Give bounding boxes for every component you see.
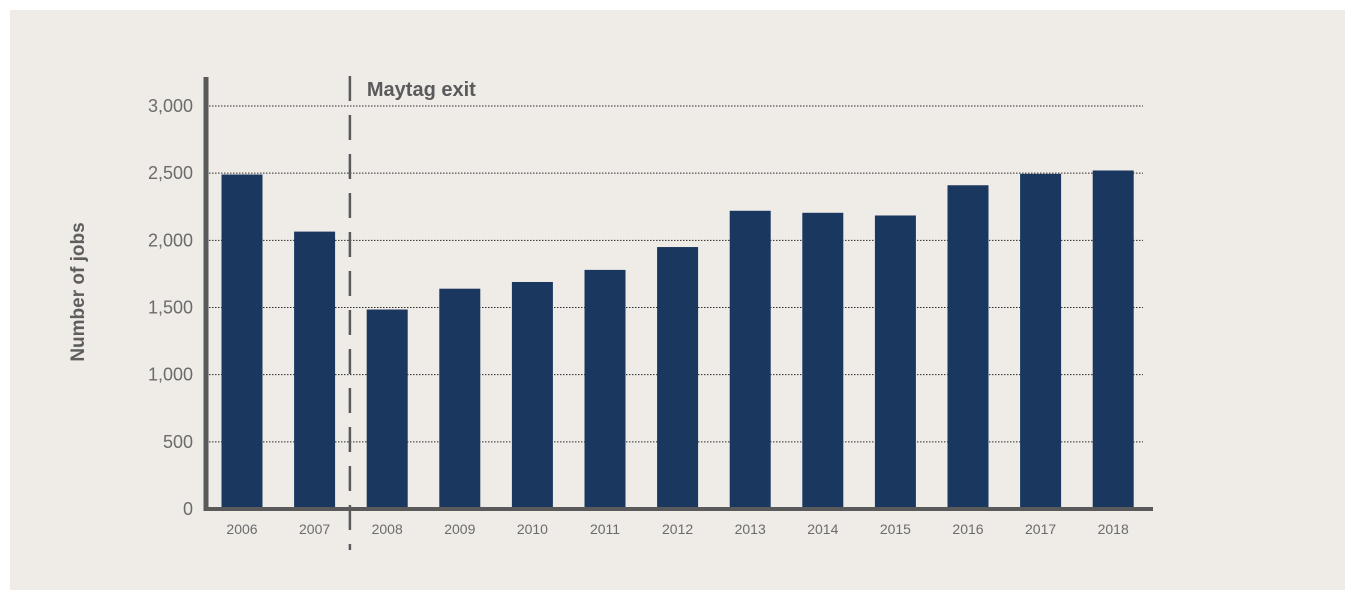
x-tick-label: 2011	[590, 521, 620, 537]
y-tick-label: 3,000	[148, 96, 193, 116]
bar-2016	[948, 185, 989, 509]
x-tick-label: 2017	[1025, 521, 1056, 537]
x-tick-label: 2007	[299, 521, 330, 537]
y-tick-label: 0	[183, 499, 193, 519]
x-tick-label: 2008	[372, 521, 403, 537]
maytag-exit-label: Maytag exit	[367, 79, 476, 101]
x-tick-label: 2012	[662, 521, 693, 537]
bar-2014	[802, 213, 843, 509]
x-tick-labels: 2006 2007 2008 2009 2010 2011 2012 2013 2014 2015…	[226, 521, 1129, 537]
x-tick-label: 2006	[226, 521, 257, 537]
y-tick-label: 1,000	[148, 365, 193, 385]
y-tick-label: 2,000	[148, 230, 193, 250]
bar-2011	[585, 270, 626, 509]
bar-2018	[1093, 170, 1134, 509]
bar-2009	[439, 289, 480, 509]
y-tick-labels: 0 500 1,000 1,500 2,000 2,500 3,000	[148, 96, 193, 519]
x-tick-label: 2014	[807, 521, 838, 537]
y-tick-label: 1,500	[148, 298, 193, 318]
bar-2012	[657, 247, 698, 509]
bar-2017	[1020, 174, 1061, 509]
y-tick-label: 500	[163, 432, 193, 452]
bar-2015	[875, 215, 916, 509]
x-tick-label: 2009	[444, 521, 475, 537]
x-tick-label: 2015	[880, 521, 911, 537]
bars	[222, 170, 1134, 509]
bar-2006	[222, 175, 263, 509]
y-axis-label: Number of jobs	[68, 222, 89, 361]
x-tick-label: 2018	[1098, 521, 1129, 537]
bar-2008	[367, 310, 408, 509]
bar-2007	[294, 232, 335, 509]
bar-2010	[512, 282, 553, 509]
x-tick-label: 2010	[517, 521, 548, 537]
y-tick-label: 2,500	[148, 163, 193, 183]
x-tick-label: 2013	[735, 521, 766, 537]
bar-2013	[730, 211, 771, 509]
x-tick-label: 2016	[952, 521, 983, 537]
